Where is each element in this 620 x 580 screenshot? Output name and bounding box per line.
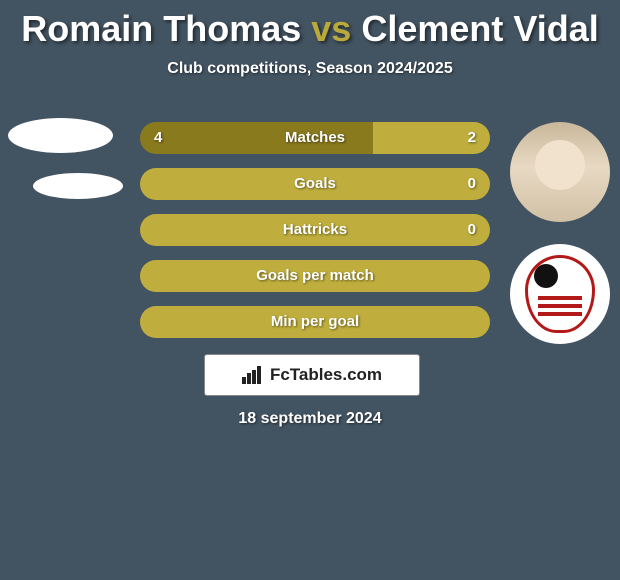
bar-label: Goals	[140, 168, 490, 200]
page-title: Romain Thomas vs Clement Vidal	[0, 0, 620, 50]
comparison-bars: 42Matches 0Goals 0Hattricks Goals per match…	[140, 122, 490, 352]
right-badges	[510, 122, 610, 366]
player2-name: Clement Vidal	[361, 8, 598, 49]
bar-label: Goals per match	[140, 260, 490, 292]
date-text: 18 september 2024	[0, 410, 620, 428]
bar-label: Hattricks	[140, 214, 490, 246]
brand-text: FcTables.com	[270, 365, 382, 385]
left-badge-top	[8, 118, 113, 153]
vs-text: vs	[311, 8, 351, 49]
stat-row: Goals per match	[140, 260, 490, 292]
brand-chart-icon	[242, 366, 264, 384]
subtitle: Club competitions, Season 2024/2025	[0, 60, 620, 78]
player1-name: Romain Thomas	[21, 8, 301, 49]
club-crest	[510, 244, 610, 344]
left-badge-bottom	[33, 173, 123, 199]
brand-box: FcTables.com	[204, 354, 420, 396]
bar-label: Matches	[140, 122, 490, 154]
stat-row: Min per goal	[140, 306, 490, 338]
bar-label: Min per goal	[140, 306, 490, 338]
stat-row: 42Matches	[140, 122, 490, 154]
player-photo	[510, 122, 610, 222]
stat-row: 0Hattricks	[140, 214, 490, 246]
left-badges	[8, 118, 123, 219]
stat-row: 0Goals	[140, 168, 490, 200]
